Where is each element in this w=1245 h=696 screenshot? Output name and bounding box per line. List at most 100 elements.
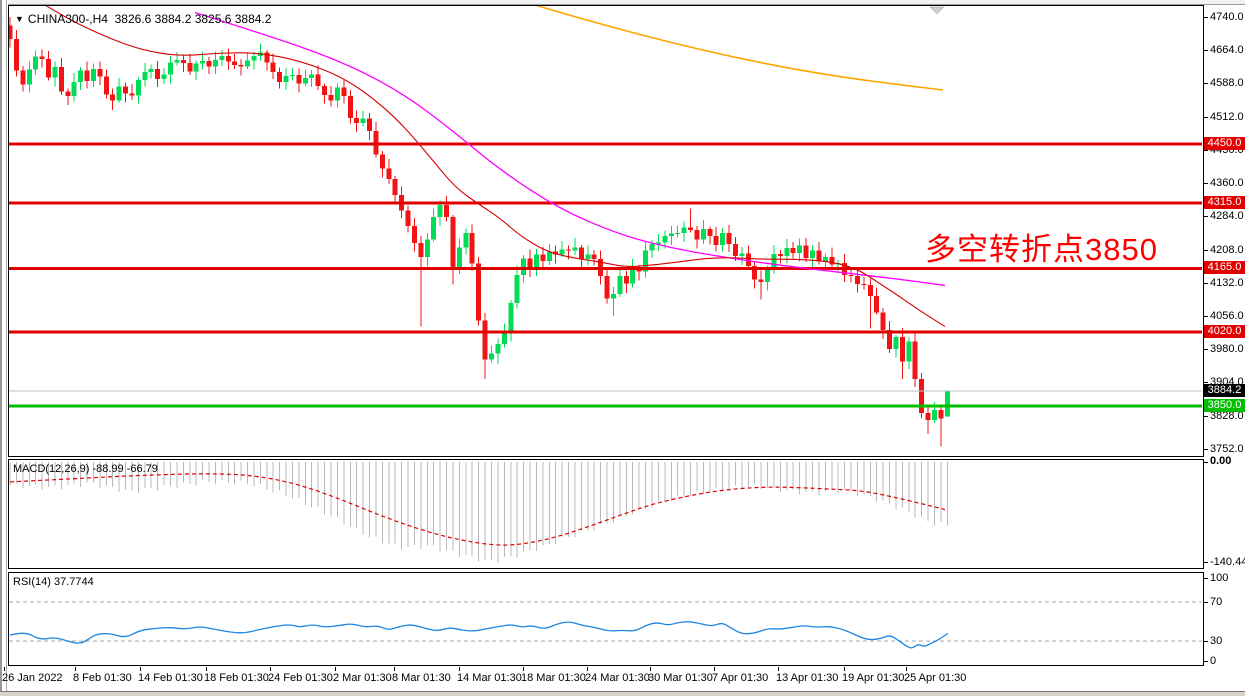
price-tick bbox=[1204, 382, 1208, 383]
macd-signal-line bbox=[9, 473, 946, 546]
time-axis-label: 8 Feb 01:30 bbox=[73, 672, 132, 684]
time-axis-label: 25 Apr 01:30 bbox=[904, 672, 967, 684]
time-tick bbox=[778, 667, 779, 671]
price-axis-label: 4284.0 bbox=[1210, 210, 1244, 222]
rsi-tick bbox=[1204, 578, 1208, 579]
macd-tick bbox=[1204, 562, 1208, 563]
rsi-line bbox=[9, 621, 949, 649]
price-tick bbox=[1204, 117, 1208, 118]
symbol-label: CHINA300-,H4 bbox=[27, 12, 108, 26]
price-axis-label: 4360.0 bbox=[1210, 177, 1244, 189]
chart-title: ▼ CHINA300-,H4 3826.6 3884.2 3825.6 3884.… bbox=[15, 12, 271, 26]
rsi-panel[interactable]: RSI(14) 37.7744 bbox=[8, 572, 1204, 666]
price-axis-label: 4056.0 bbox=[1210, 310, 1244, 322]
time-axis[interactable]: 26 Jan 2022 8 Feb 01:30 14 Feb 01:30 18 Feb… bbox=[0, 667, 1245, 691]
rsi-tick bbox=[1204, 641, 1208, 642]
price-badge-4165.0: 4165.0 bbox=[1204, 261, 1245, 274]
price-axis-label: 3752.0 bbox=[1210, 443, 1244, 455]
time-tick bbox=[270, 667, 271, 671]
time-axis-label: 7 Apr 01:30 bbox=[712, 672, 769, 684]
price-tick bbox=[1204, 216, 1208, 217]
time-tick bbox=[394, 667, 395, 671]
time-axis-label: 19 Apr 01:30 bbox=[842, 672, 905, 684]
price-chart-panel[interactable]: ▼ CHINA300-,H4 3826.6 3884.2 3825.6 3884.… bbox=[8, 5, 1204, 457]
ma-mid-line bbox=[194, 12, 946, 287]
time-tick bbox=[906, 667, 907, 671]
price-badge-3850.0: 3850.0 bbox=[1204, 399, 1245, 412]
ma-fast-line bbox=[45, 6, 946, 328]
chart-shift-marker bbox=[929, 6, 945, 15]
price-badge-4020.0: 4020.0 bbox=[1204, 325, 1245, 338]
rsi-axis-label: 30 bbox=[1210, 635, 1223, 647]
price-chart-canvas bbox=[9, 6, 1202, 447]
time-tick bbox=[140, 667, 141, 671]
macd-axis-label: 0.00 bbox=[1210, 455, 1232, 467]
macd-panel[interactable]: MACD(12,26,9) -88.99 -66.79 bbox=[8, 459, 1204, 569]
price-axis-label: 4512.0 bbox=[1210, 111, 1244, 123]
time-tick bbox=[75, 667, 76, 671]
window-bottom-edge bbox=[0, 691, 1245, 696]
time-axis-label: 30 Mar 01:30 bbox=[648, 672, 713, 684]
price-axis-label: 4664.0 bbox=[1210, 44, 1244, 56]
price-tick bbox=[1204, 316, 1208, 317]
time-axis-label: 14 Feb 01:30 bbox=[138, 672, 203, 684]
rsi-tick bbox=[1204, 602, 1208, 603]
price-tick bbox=[1204, 250, 1208, 251]
macd-canvas bbox=[9, 462, 948, 563]
price-tick bbox=[1204, 150, 1208, 151]
price-axis[interactable]: 4740.0 4664.0 4588.0 4512.0 4436.0 4360.0 4284… bbox=[1204, 0, 1245, 696]
price-axis-label: 3828.0 bbox=[1210, 410, 1244, 422]
current-price-badge: 3884.2 bbox=[1204, 384, 1245, 397]
price-badge-4450.0: 4450.0 bbox=[1204, 137, 1245, 150]
rsi-canvas bbox=[9, 601, 1202, 649]
text-annotation[interactable]: 多空转折点3850 bbox=[925, 232, 1158, 267]
time-tick bbox=[714, 667, 715, 671]
rsi-axis-label: 0 bbox=[1210, 655, 1217, 667]
time-tick bbox=[587, 667, 588, 671]
time-tick bbox=[206, 667, 207, 671]
price-axis-label: 3980.0 bbox=[1210, 343, 1244, 355]
rsi-axis-label: 100 bbox=[1210, 572, 1229, 584]
price-tick bbox=[1204, 416, 1208, 417]
candles bbox=[9, 17, 950, 447]
price-tick bbox=[1204, 349, 1208, 350]
price-tick bbox=[1204, 17, 1208, 18]
time-axis-label: 18 Mar 01:30 bbox=[521, 672, 586, 684]
time-tick bbox=[4, 667, 5, 671]
time-tick bbox=[523, 667, 524, 671]
rsi-axis-label: 70 bbox=[1210, 596, 1223, 608]
ma-slow-line bbox=[535, 6, 944, 91]
price-badge-4315.0: 4315.0 bbox=[1204, 196, 1245, 209]
rsi-label: RSI(14) 37.7744 bbox=[13, 576, 94, 588]
horizontal-lines bbox=[9, 142, 1202, 408]
price-axis-label: 4588.0 bbox=[1210, 77, 1244, 89]
time-tick bbox=[844, 667, 845, 671]
price-tick bbox=[1204, 183, 1208, 184]
macd-axis-label: -140.44 bbox=[1210, 556, 1245, 568]
symbol-dropdown-icon[interactable]: ▼ bbox=[15, 14, 24, 24]
macd-label: MACD(12,26,9) -88.99 -66.79 bbox=[13, 463, 158, 475]
price-tick bbox=[1204, 449, 1208, 450]
time-axis-label: 24 Mar 01:30 bbox=[585, 672, 650, 684]
macd-tick bbox=[1204, 462, 1208, 463]
time-axis-label: 14 Mar 01:30 bbox=[457, 672, 522, 684]
window-top-edge bbox=[0, 0, 1245, 5]
time-axis-label: 13 Apr 01:30 bbox=[776, 672, 839, 684]
price-tick bbox=[1204, 50, 1208, 51]
price-axis-label: 4208.0 bbox=[1210, 244, 1244, 256]
time-axis-label: 8 Mar 01:30 bbox=[392, 672, 451, 684]
rsi-tick bbox=[1204, 661, 1208, 662]
price-axis-label: 4132.0 bbox=[1210, 277, 1244, 289]
time-tick bbox=[459, 667, 460, 671]
ohlc-values: 3826.6 3884.2 3825.6 3884.2 bbox=[114, 12, 272, 26]
time-axis-label: 18 Feb 01:30 bbox=[204, 672, 269, 684]
macd-histogram bbox=[9, 462, 948, 563]
time-tick bbox=[650, 667, 651, 671]
time-tick bbox=[335, 667, 336, 671]
window-left-edge bbox=[0, 0, 8, 696]
price-tick bbox=[1204, 83, 1208, 84]
time-axis-label: 24 Feb 01:30 bbox=[268, 672, 333, 684]
time-axis-label: 2 Mar 01:30 bbox=[333, 672, 392, 684]
price-tick bbox=[1204, 283, 1208, 284]
